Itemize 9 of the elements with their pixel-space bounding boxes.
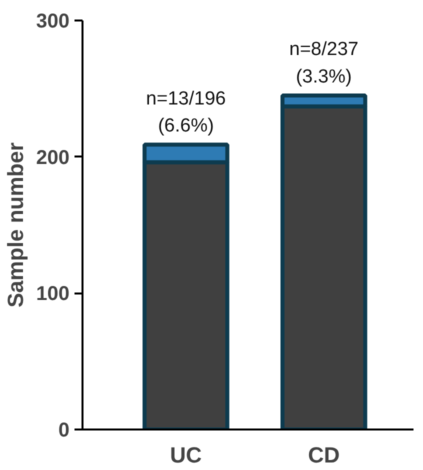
annotation: n=13/196 (6.6%) xyxy=(146,88,226,137)
y-tick-label: 200 xyxy=(36,146,70,169)
x-tick-label: CD xyxy=(308,442,340,468)
y-tick-label: 100 xyxy=(36,283,70,306)
annotation: n=8/237 (3.3%) xyxy=(289,39,358,88)
y-axis-title: Sample number xyxy=(3,142,28,308)
x-tick-label: UC xyxy=(170,442,202,468)
y-tick-label: 300 xyxy=(36,10,70,32)
y-tick-label: 0 xyxy=(58,420,70,442)
